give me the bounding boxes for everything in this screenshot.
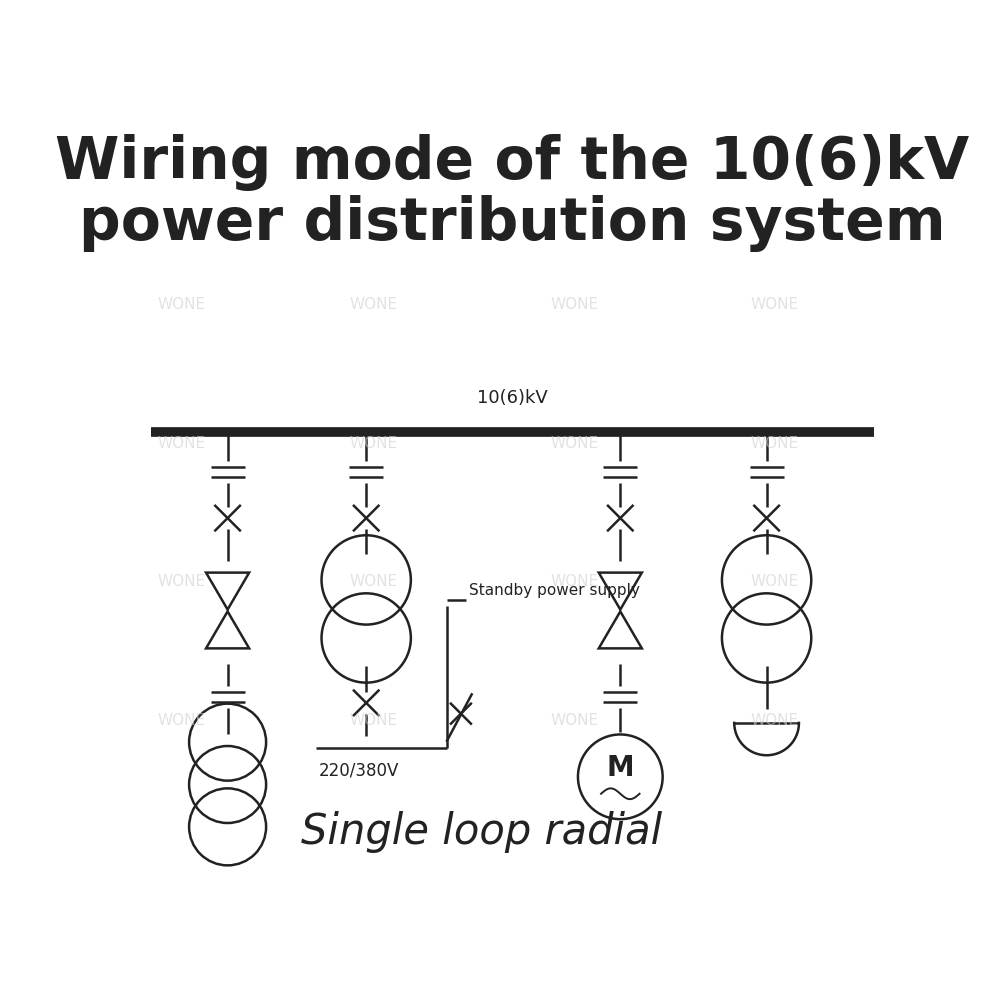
Text: WONE: WONE	[550, 574, 598, 589]
Text: Wiring mode of the 10(6)kV: Wiring mode of the 10(6)kV	[55, 134, 970, 191]
Text: WONE: WONE	[750, 297, 798, 312]
Text: Standby power supply: Standby power supply	[469, 583, 639, 598]
Text: WONE: WONE	[750, 436, 798, 451]
Text: 10(6)kV: 10(6)kV	[477, 389, 548, 407]
Text: WONE: WONE	[157, 574, 205, 589]
Text: WONE: WONE	[550, 436, 598, 451]
Text: M: M	[606, 754, 634, 782]
Text: power distribution system: power distribution system	[79, 195, 946, 252]
Text: Single loop radial: Single loop radial	[301, 811, 662, 853]
Text: 220/380V: 220/380V	[318, 761, 399, 779]
Text: WONE: WONE	[350, 297, 398, 312]
Text: WONE: WONE	[350, 436, 398, 451]
Text: WONE: WONE	[350, 713, 398, 728]
Text: WONE: WONE	[157, 297, 205, 312]
Text: WONE: WONE	[750, 574, 798, 589]
Text: WONE: WONE	[550, 297, 598, 312]
Text: WONE: WONE	[350, 574, 398, 589]
Text: WONE: WONE	[157, 713, 205, 728]
Text: WONE: WONE	[750, 713, 798, 728]
Text: WONE: WONE	[550, 713, 598, 728]
Text: WONE: WONE	[157, 436, 205, 451]
